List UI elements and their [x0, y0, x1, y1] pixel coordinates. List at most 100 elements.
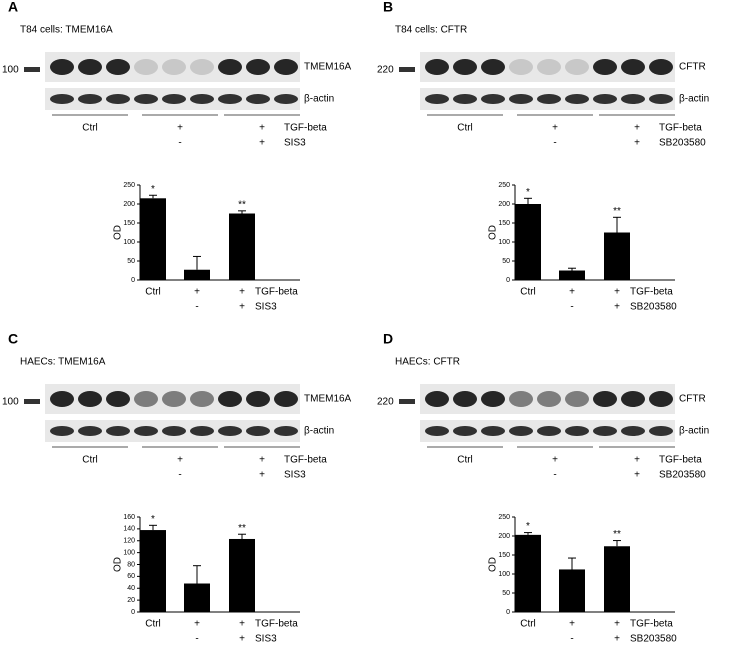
y-tick-label: 150: [498, 220, 510, 227]
x-tick-label: +: [239, 634, 245, 645]
blot-band: [565, 391, 589, 407]
lane-row-name: SB203580: [659, 470, 706, 481]
bar: [515, 534, 541, 612]
blot-band: [509, 94, 533, 104]
band-label: CFTR: [679, 394, 706, 405]
lane-label: +: [177, 455, 183, 466]
y-tick-label: 0: [131, 609, 135, 616]
blot-band: [537, 59, 561, 75]
blot-band: [425, 94, 449, 104]
y-tick-label: 0: [506, 277, 510, 284]
blot-title: HAECs: TMEM16A: [20, 357, 106, 368]
x-row-name: SB203580: [630, 302, 677, 313]
y-tick-label: 200: [123, 201, 135, 208]
x-tick-label: +: [239, 619, 245, 630]
band-label: CFTR: [679, 62, 706, 73]
ladder-band: [24, 399, 40, 404]
lane-label: +: [634, 138, 640, 149]
band-label: β-actin: [304, 94, 334, 105]
x-tick-label: +: [239, 302, 245, 313]
lane-row-name: SIS3: [284, 138, 306, 149]
x-row-name: SIS3: [255, 302, 277, 313]
size-marker: 100: [2, 397, 19, 408]
size-marker: 100: [2, 65, 19, 76]
blot-band: [453, 94, 477, 104]
blot-band: [78, 59, 102, 75]
blot-band: [565, 426, 589, 436]
y-tick-label: 150: [498, 552, 510, 559]
y-axis-label: OD: [488, 557, 499, 572]
y-tick-label: 0: [506, 609, 510, 616]
blot-band: [649, 59, 673, 75]
blot-band: [593, 94, 617, 104]
significance-marker: *: [151, 184, 155, 195]
blot-band: [106, 94, 130, 104]
y-tick-label: 0: [131, 277, 135, 284]
bar: [604, 232, 630, 280]
y-tick-label: 140: [123, 526, 135, 533]
blot-band: [453, 391, 477, 407]
x-tick-label: +: [194, 619, 200, 630]
ladder-band: [399, 67, 415, 72]
y-tick-label: 50: [502, 590, 510, 597]
lane-label: -: [178, 138, 181, 149]
y-tick-label: 40: [127, 585, 135, 592]
lane-label: -: [553, 470, 556, 481]
blot-band: [162, 94, 186, 104]
blot-band: [134, 391, 158, 407]
bar: [559, 270, 585, 280]
lane-label: +: [634, 455, 640, 466]
blot-band: [425, 59, 449, 75]
blot-title: T84 cells: CFTR: [395, 25, 467, 36]
lane-row-name: TGF-beta: [659, 455, 702, 466]
blot-band: [481, 391, 505, 407]
blot-band: [481, 94, 505, 104]
blot-band: [509, 391, 533, 407]
blot-band: [78, 94, 102, 104]
lane-row-name: TGF-beta: [284, 455, 327, 466]
bar: [140, 530, 166, 612]
blot-band: [593, 59, 617, 75]
y-tick-label: 100: [498, 239, 510, 246]
blot-band: [246, 426, 270, 436]
blot-band: [274, 59, 298, 75]
significance-marker: *: [526, 187, 530, 198]
blot-band: [453, 426, 477, 436]
blot-band: [246, 59, 270, 75]
blot-band: [162, 59, 186, 75]
bar: [184, 269, 210, 280]
blot-band: [218, 59, 242, 75]
blot-band: [190, 94, 214, 104]
blot-band: [649, 391, 673, 407]
lane-label: +: [259, 470, 265, 481]
lane-label: +: [552, 123, 558, 134]
y-axis-label: OD: [113, 225, 124, 240]
x-row-name: TGF-beta: [630, 619, 673, 630]
blot-band: [621, 426, 645, 436]
blot-band: [537, 391, 561, 407]
blot-band: [218, 94, 242, 104]
y-tick-label: 120: [123, 538, 135, 545]
y-axis-label: OD: [488, 225, 499, 240]
lane-label: +: [259, 455, 265, 466]
lane-label: Ctrl: [457, 123, 473, 134]
y-tick-label: 100: [498, 571, 510, 578]
bar: [229, 538, 255, 612]
panel-letter: D: [383, 331, 393, 347]
y-tick-label: 160: [123, 514, 135, 521]
blot-band: [50, 59, 74, 75]
blot-band: [649, 94, 673, 104]
blot-band: [537, 94, 561, 104]
blot-band: [162, 391, 186, 407]
x-row-name: SIS3: [255, 634, 277, 645]
blot-band: [106, 59, 130, 75]
blot-band: [621, 391, 645, 407]
x-tick-label: -: [195, 302, 198, 313]
lane-label: +: [634, 470, 640, 481]
y-tick-label: 80: [127, 561, 135, 568]
y-tick-label: 250: [498, 182, 510, 189]
lane-label: +: [259, 138, 265, 149]
